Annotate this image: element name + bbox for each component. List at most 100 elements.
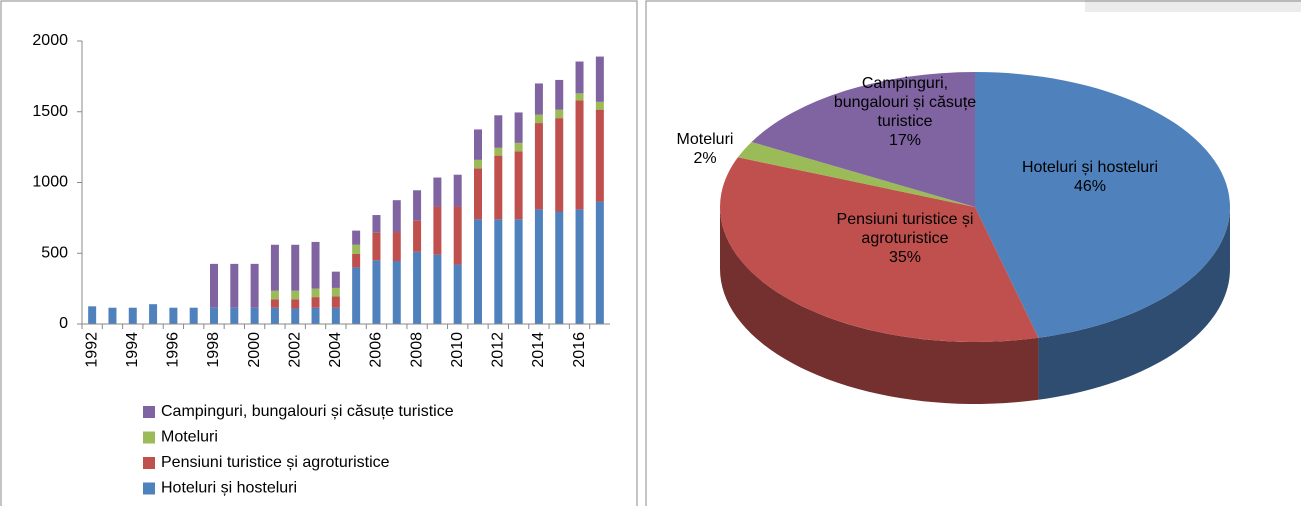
bar-segment <box>331 296 340 308</box>
bar-segment <box>392 261 401 324</box>
y-tick-label: 0 <box>59 315 68 332</box>
bar-segment <box>514 112 523 143</box>
legend-swatch <box>143 482 155 495</box>
x-tick-label: 1996 <box>165 332 182 368</box>
pie-value: 35% <box>888 249 922 266</box>
pie-category: Moteluri <box>676 131 734 148</box>
pie-label: Moteluri 2% <box>670 130 740 168</box>
pie-label: Campinguri, bungalouri și căsuțe turisti… <box>830 74 980 150</box>
bar-segment <box>494 115 503 148</box>
x-tick-label: 2012 <box>490 332 507 368</box>
x-tick-label: 1992 <box>83 332 100 368</box>
bar-segment <box>534 123 543 210</box>
bar-segment <box>331 271 340 288</box>
y-tick-label: 2000 <box>32 32 68 49</box>
bar-segment <box>555 79 564 110</box>
bar-segment <box>413 190 422 221</box>
bar-segment <box>474 129 482 160</box>
bar-segment <box>494 155 503 220</box>
bar-segment <box>250 263 259 308</box>
bar-segment <box>149 304 158 324</box>
bar-segment <box>372 232 381 261</box>
bar-segment <box>555 109 564 119</box>
left-panel <box>0 0 638 506</box>
y-tick-label: 500 <box>41 244 68 261</box>
bar-segment <box>494 219 503 324</box>
pie-side <box>720 207 1039 404</box>
pie-slice <box>720 157 1039 342</box>
bar-segment <box>494 147 503 156</box>
y-tick-label: 1000 <box>32 174 68 191</box>
bar-segment <box>413 220 422 252</box>
legend-label: Pensiuni turistice și agroturistice <box>161 454 390 471</box>
legend-label: Hoteluri și hosteluri <box>161 480 297 497</box>
bar-segment <box>534 114 543 124</box>
bar-segment <box>352 253 361 268</box>
x-tick-label: 2016 <box>571 332 588 368</box>
bar-segment <box>595 101 604 110</box>
bar-segment <box>372 215 381 233</box>
legend-swatch <box>143 431 155 444</box>
bar-segment <box>555 118 564 212</box>
y-tick-label: 1500 <box>32 103 68 120</box>
bar-segment <box>128 307 137 324</box>
bar-segment <box>474 168 482 220</box>
legend-swatch <box>143 406 155 418</box>
bar-segment <box>595 201 604 324</box>
pie-label: Pensiuni turistice și agroturistice 35% <box>830 210 980 267</box>
pie-value: 2% <box>693 150 717 167</box>
bar-segment <box>392 232 401 262</box>
pie-slice <box>975 72 1230 338</box>
pie-side <box>1038 207 1230 400</box>
bar-segment <box>514 219 523 324</box>
bar-segment <box>474 159 482 169</box>
x-tick-label: 1998 <box>205 332 222 368</box>
pie-slice <box>737 141 975 207</box>
bar-segment <box>230 263 239 308</box>
bar-segment <box>534 209 543 324</box>
bar-segment <box>311 297 320 308</box>
bar-segment <box>372 260 381 324</box>
bar-segment <box>311 241 320 289</box>
bar-segment <box>392 200 401 233</box>
bar-segment <box>331 307 340 324</box>
x-tick-label: 2002 <box>286 332 303 368</box>
legend-label: Campinguri, bungalouri și căsuțe turisti… <box>161 403 454 420</box>
bar-segment <box>433 206 442 255</box>
x-tick-label: 2008 <box>408 332 425 368</box>
bar-segment <box>453 206 462 265</box>
bar-segment <box>210 263 218 308</box>
x-tick-label: 2004 <box>327 332 344 368</box>
bar-segment <box>514 142 523 152</box>
bar-segment <box>291 299 300 309</box>
bar-segment <box>575 100 584 210</box>
bar-segment <box>575 209 584 324</box>
pie-label: Hoteluri și hosteluri 46% <box>1015 158 1165 196</box>
pie-category: Campinguri, bungalouri și căsuțe turisti… <box>833 75 977 130</box>
legend-label: Moteluri <box>161 429 218 446</box>
bar-segment <box>311 288 320 298</box>
toolbar-strip <box>1085 0 1301 12</box>
pie-value: 17% <box>888 132 922 149</box>
bar-segment <box>352 230 361 245</box>
pie-value: 46% <box>1073 178 1107 195</box>
bar-segment <box>514 151 523 220</box>
bar-segment <box>311 307 320 324</box>
bar-segment <box>291 290 300 300</box>
right-panel <box>645 0 1301 506</box>
bar-segment <box>169 307 178 324</box>
bar-segment <box>352 244 361 254</box>
bar-segment <box>555 211 564 324</box>
bar-segment <box>595 56 604 102</box>
bar-segment <box>230 307 239 324</box>
bar-segment <box>575 61 584 94</box>
bar-segment <box>331 287 340 297</box>
legend-swatch <box>143 457 155 469</box>
x-tick-label: 2010 <box>449 332 466 368</box>
bar-segment <box>270 290 279 300</box>
bar-segment <box>291 308 300 324</box>
bar-segment <box>595 109 604 202</box>
x-tick-label: 2006 <box>368 332 385 368</box>
